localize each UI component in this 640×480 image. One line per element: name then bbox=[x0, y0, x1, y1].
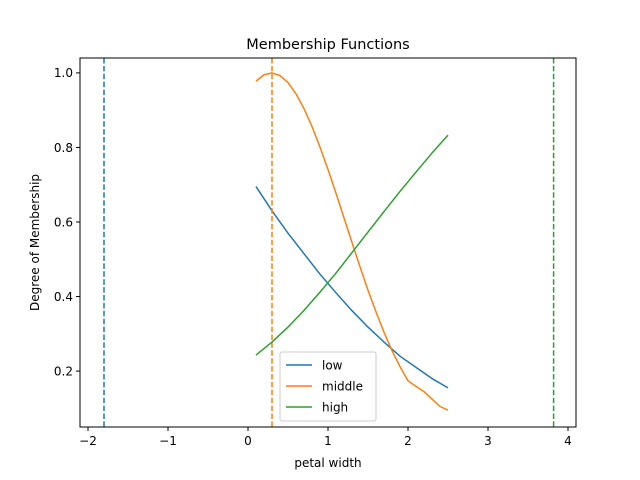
x-axis-ticks: −2 −1 0 1 2 3 4 bbox=[79, 427, 572, 448]
series-line-low bbox=[255, 186, 449, 389]
x-tick-label: 1 bbox=[324, 434, 332, 448]
legend-label-middle: middle bbox=[322, 380, 363, 394]
y-tick-label: 1.0 bbox=[54, 66, 73, 80]
legend-label-low: low bbox=[322, 359, 343, 373]
x-tick-label: 2 bbox=[404, 434, 412, 448]
chart-title: Membership Functions bbox=[246, 37, 409, 53]
legend-box bbox=[279, 351, 377, 422]
x-tick-label: 3 bbox=[484, 434, 492, 448]
y-tick-label: 0.6 bbox=[54, 215, 73, 229]
y-tick-label: 0.2 bbox=[54, 364, 73, 378]
series-line-high bbox=[255, 134, 449, 356]
y-tick-label: 0.8 bbox=[54, 141, 73, 155]
legend-label-high: high bbox=[322, 401, 348, 415]
y-tick-label: 0.4 bbox=[54, 290, 73, 304]
x-tick-label: −2 bbox=[79, 434, 97, 448]
series-line-middle bbox=[255, 72, 449, 411]
legend: low middle high bbox=[279, 351, 377, 422]
x-tick-label: 0 bbox=[244, 434, 252, 448]
x-tick-label: 4 bbox=[564, 434, 572, 448]
y-axis-ticks: 0.2 0.4 0.6 0.8 1.0 bbox=[54, 66, 80, 378]
plot-area bbox=[103, 58, 555, 427]
x-tick-label: −1 bbox=[159, 434, 177, 448]
y-axis-label: Degree of Membership bbox=[28, 174, 42, 311]
x-axis-label: petal width bbox=[294, 456, 361, 470]
